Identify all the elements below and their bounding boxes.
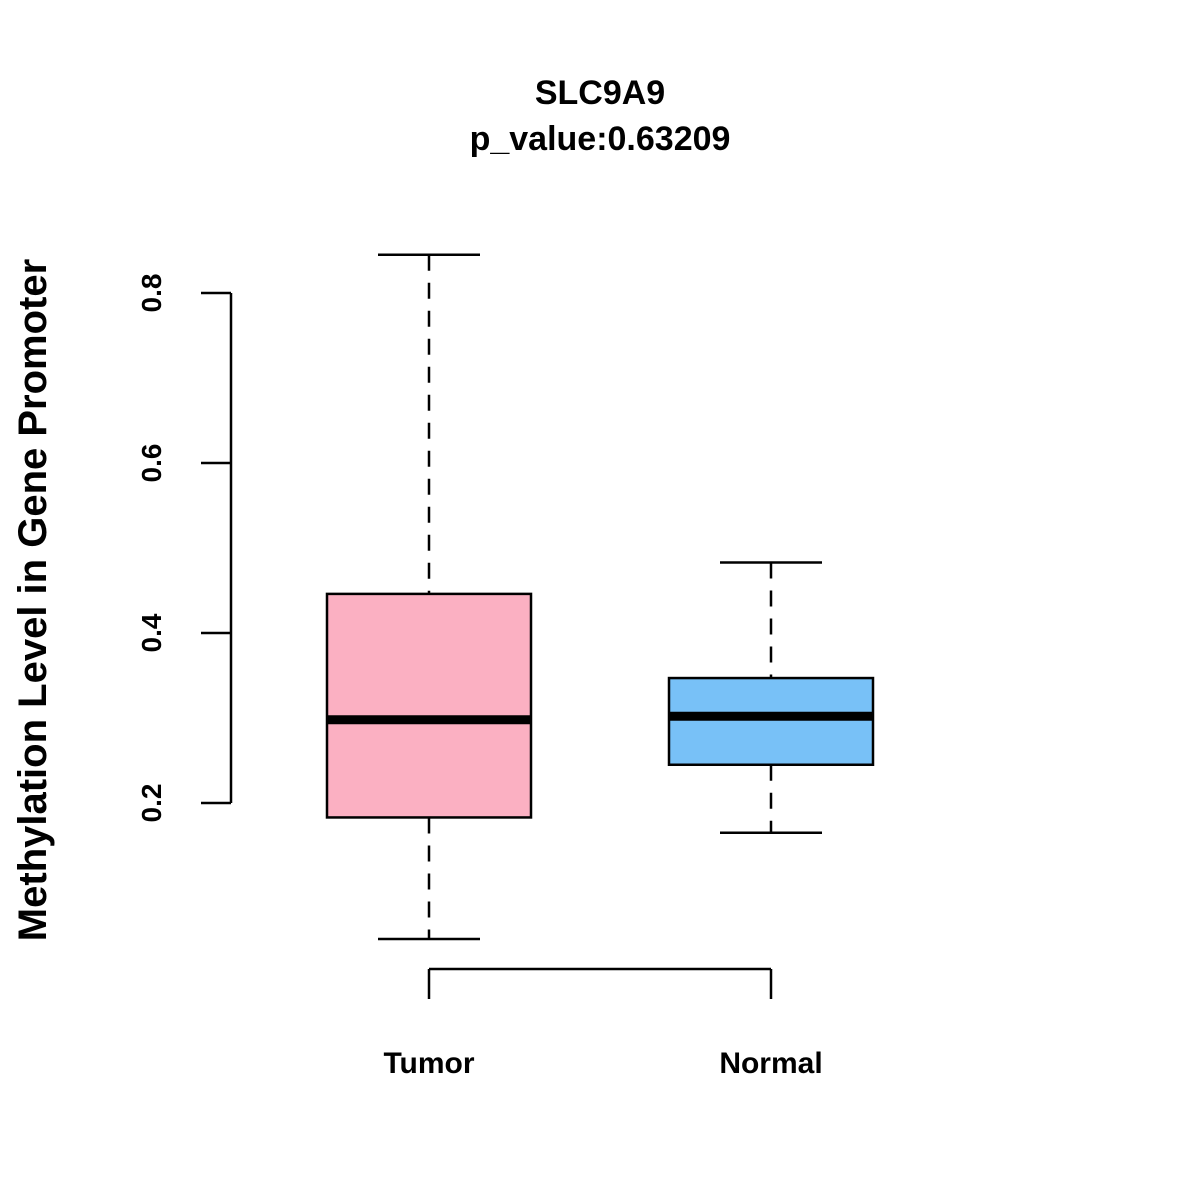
x-tick-label: Normal xyxy=(719,1047,822,1080)
y-axis-label: Methylation Level in Gene Promoter xyxy=(11,259,55,941)
x-axis: Tumor Normal xyxy=(383,967,823,1080)
y-tick-label: 0.6 xyxy=(136,444,167,483)
box-tumor xyxy=(325,253,533,941)
y-axis: 0.2 0.4 0.6 0.8 xyxy=(136,274,233,823)
box-series xyxy=(325,253,875,941)
y-tick-label: 0.2 xyxy=(136,784,167,823)
y-tick-label: 0.4 xyxy=(136,613,167,652)
iqr-box xyxy=(667,676,875,766)
chart-subtitle: p_value:0.63209 xyxy=(470,120,731,158)
iqr-box xyxy=(325,592,533,819)
y-tick-label: 0.8 xyxy=(136,274,167,313)
chart-title: SLC9A9 xyxy=(535,74,665,112)
x-tick-label: Tumor xyxy=(383,1047,474,1080)
box-normal xyxy=(667,561,875,834)
